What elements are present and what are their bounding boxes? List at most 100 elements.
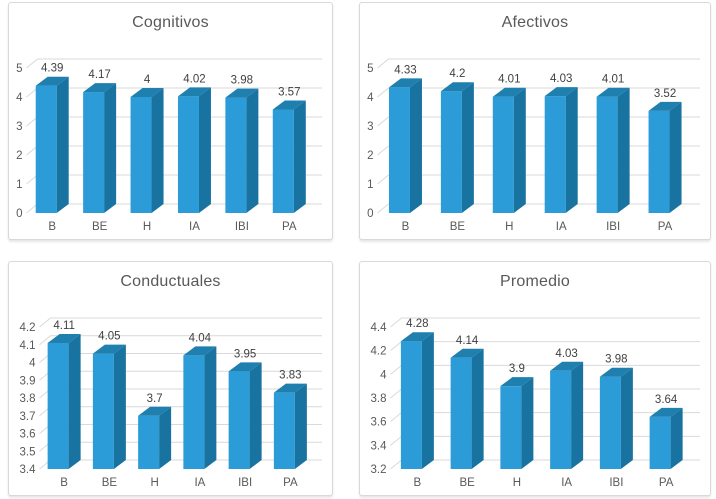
y-tick-label: 2: [16, 150, 22, 162]
depth-tick: [377, 116, 389, 127]
bar-side-face: [249, 362, 262, 469]
depth-tick: [26, 87, 38, 98]
bar-top-face: [492, 87, 526, 97]
bar-value-label: 4.17: [88, 69, 110, 81]
x-category-label: BE: [459, 477, 475, 489]
bar-top-face: [177, 87, 211, 97]
y-tick-label: 3.4: [20, 464, 37, 476]
bar-IBI: 3.98 IBI: [225, 75, 259, 233]
bar-side-face: [565, 87, 578, 213]
y-tick-label: 5: [367, 63, 373, 75]
bar-side-face: [159, 406, 172, 469]
bar-front-face: [130, 97, 152, 213]
bar-front-face: [138, 415, 160, 469]
bar-PA: 3.83 PA: [273, 370, 307, 489]
chart-canvas-cognitivos: 0 1 2 3 4 5 4.39 B 4.17 BE 4 H 4.02 IA 3.98 IBI 3.57 PA: [10, 45, 331, 237]
y-tick-label: 3.8: [20, 393, 36, 405]
bar-H: 4.01 H: [492, 74, 526, 233]
bar-chart-svg: 3.4 3.5 3.6 3.7 3.8 3.9 4 4.1 4.2 4.11 B 4.05 BE 3.7 H…: [20, 317, 322, 489]
bar-value-label: 4.02: [183, 73, 205, 85]
bar-value-label: 3.95: [234, 348, 256, 360]
y-tick-label: 0: [16, 208, 22, 220]
bar-B: 4.11 B: [47, 320, 81, 489]
bar-front-face: [228, 371, 250, 469]
y-tick-label: 3.8: [371, 393, 387, 405]
bar-top-face: [92, 344, 126, 354]
bar-top-face: [183, 346, 217, 356]
bar-top-face: [388, 78, 422, 88]
x-category-label: BE: [102, 477, 118, 489]
y-tick-label: 3.6: [20, 429, 36, 441]
bar-value-label: 3.9: [509, 363, 525, 375]
bar-front-face: [648, 110, 670, 213]
bar-PA: 3.64 PA: [649, 394, 683, 489]
bar-top-face: [450, 348, 484, 358]
y-tick-label: 3: [367, 121, 373, 133]
depth-tick: [390, 435, 402, 446]
bar-side-face: [68, 333, 81, 469]
bar-BE: 4.2 BE: [440, 68, 474, 233]
bar-side-face: [471, 348, 484, 469]
x-category-label: H: [513, 477, 521, 489]
bar-IBI: 4.01 IBI: [596, 74, 630, 233]
bar-front-face: [388, 87, 410, 213]
bar-side-face: [421, 332, 434, 469]
bar-IA: 4.02 IA: [177, 73, 211, 233]
bar-front-face: [500, 386, 522, 469]
y-tick-label: 3.9: [20, 375, 36, 387]
chart-title-afectivos: Afectivos: [501, 14, 569, 31]
bar-IA: 4.04 IA: [183, 332, 217, 489]
x-category-label: IA: [189, 221, 200, 233]
bar-front-face: [550, 370, 572, 469]
chart-title-cognitivos: Cognitivos: [132, 14, 209, 31]
bar-chart-svg: 3.2 3.4 3.6 3.8 4 4.2 4.4 4.28 B 4.14 BE 3.9 H 4.03 IA…: [371, 317, 700, 489]
bar-value-label: 3.52: [654, 88, 676, 100]
bar-top-face: [648, 101, 682, 111]
depth-tick: [377, 174, 389, 185]
bar-side-face: [513, 87, 526, 213]
x-category-label: PA: [282, 221, 297, 233]
depth-tick: [26, 58, 38, 69]
bar-front-face: [177, 96, 199, 213]
bar-front-face: [599, 376, 621, 469]
chart-title-promedio: Promedio: [499, 273, 571, 290]
bar-front-face: [596, 96, 618, 213]
bar-value-label: 4.11: [53, 320, 75, 332]
bar-PA: 3.57 PA: [272, 86, 306, 233]
chart-title-conductuales: Conductuales: [120, 273, 221, 290]
depth-tick: [377, 203, 389, 214]
x-category-label: IBI: [606, 221, 620, 233]
depth-tick: [390, 317, 402, 328]
y-axis-grid: 0 1 2 3 4 5: [367, 58, 700, 220]
bar-value-label: 4.2: [449, 68, 465, 80]
bar-top-face: [596, 87, 630, 97]
bar-value-label: 4.03: [555, 348, 577, 360]
bar-B: 4.28 B: [400, 318, 434, 489]
y-tick-label: 4.4: [371, 322, 388, 334]
bar-IBI: 3.98 IBI: [599, 354, 633, 489]
y-tick-label: 4.1: [20, 340, 36, 352]
bar-top-face: [225, 88, 259, 98]
x-category-label: PA: [659, 477, 674, 489]
x-category-label: B: [48, 221, 56, 233]
bar-top-face: [599, 367, 633, 377]
bar-top-face: [544, 87, 578, 97]
bar-B: 4.33 B: [388, 64, 422, 233]
y-tick-label: 3.6: [371, 417, 387, 429]
bars: 4.11 B 4.05 BE 3.7 H 4.04 IA 3.95 IBI 3.83 PA: [47, 320, 307, 489]
chart-card-cognitivos: Cognitivos 0 1 2 3 4 5 4.39 B 4.17 BE 4 H 4.02 IA 3.98…: [8, 2, 333, 240]
chart-card-conductuales: Conductuales 3.4 3.5 3.6 3.7 3.8 3.9 4 4.1 4.2 4.…: [8, 261, 333, 496]
bar-value-label: 3.83: [279, 370, 301, 382]
y-tick-label: 3.5: [20, 446, 36, 458]
bar-top-face: [83, 83, 117, 93]
depth-tick: [390, 459, 402, 470]
y-tick-label: 4.2: [371, 346, 387, 358]
bar-value-label: 4.03: [550, 73, 572, 85]
bar-H: 3.7 H: [138, 393, 172, 489]
bar-IA: 4.03 IA: [550, 348, 584, 489]
depth-tick: [390, 412, 402, 423]
y-tick-label: 3: [16, 121, 22, 133]
bar-value-label: 4.01: [602, 74, 624, 86]
bar-front-face: [450, 357, 472, 469]
